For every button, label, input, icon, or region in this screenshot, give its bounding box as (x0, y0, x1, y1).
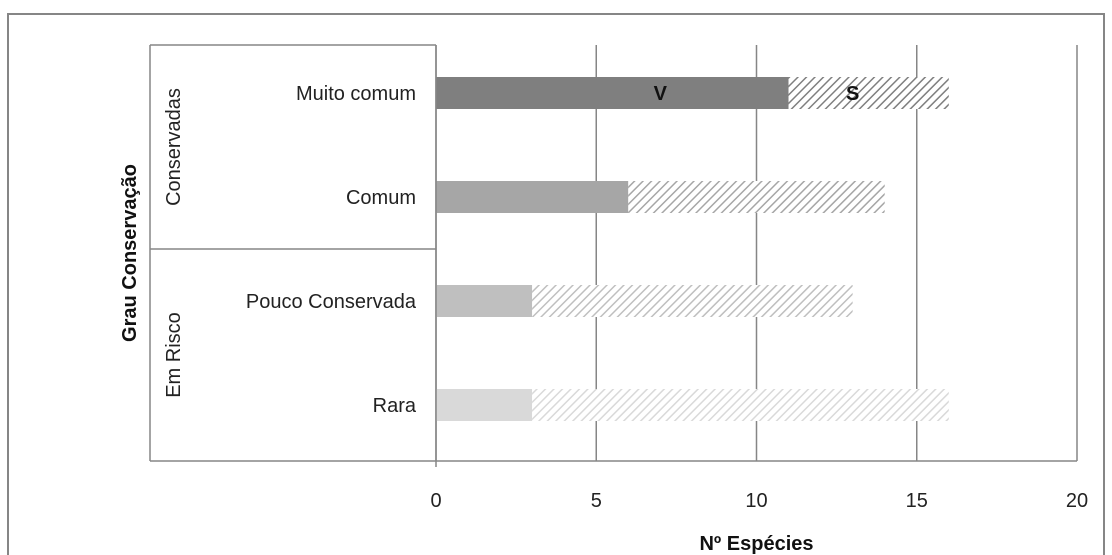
x-tick-label: 10 (745, 490, 767, 512)
labels: 0 5 10 15 20 V S Muito comum Comum Pouco Conserva… (246, 83, 1088, 512)
bar-s-rara (532, 389, 949, 421)
bar-s-muito-comum (788, 77, 949, 109)
bar-v-muito-comum (436, 77, 789, 109)
bar-v-rara (436, 389, 533, 421)
y-category-label: Muito comum (296, 83, 416, 105)
titles: Conservadas Em Risco Grau Conservação Nº Es… (119, 88, 814, 555)
y-axis-title: Grau Conservação (119, 164, 141, 342)
bar-s-comum (628, 181, 885, 213)
bar-s-pouco-conservada (532, 285, 853, 317)
group-label: Em Risco (163, 312, 185, 398)
x-tick-label: 15 (906, 490, 928, 512)
axes (149, 44, 1077, 467)
segment-label-s: S (846, 83, 859, 105)
x-tick-label: 20 (1066, 490, 1088, 512)
bars (436, 77, 949, 421)
y-category-label: Rara (373, 395, 417, 417)
segment-label-v: V (654, 83, 668, 105)
x-tick-label: 5 (591, 490, 602, 512)
y-category-label: Pouco Conservada (246, 291, 417, 313)
x-tick-label: 0 (430, 490, 441, 512)
group-label: Conservadas (163, 88, 185, 206)
bar-v-pouco-conservada (436, 285, 533, 317)
bar-v-comum (436, 181, 629, 213)
x-axis-title: Nº Espécies (699, 533, 813, 555)
y-category-label: Comum (346, 187, 416, 209)
